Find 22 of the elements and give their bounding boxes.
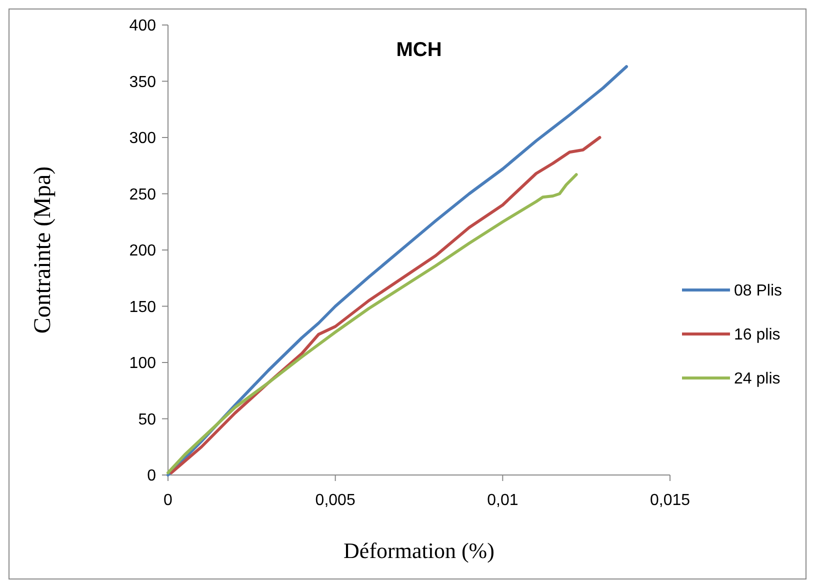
y-tick-label: 200 [129,242,156,260]
y-tick-label: 250 [129,186,156,204]
y-axis-title: Contrainte (Mpa) [30,166,56,334]
x-tick-label: 0,015 [650,492,690,509]
x-tick-label: 0,01 [487,492,518,509]
line-series [170,136,602,474]
line-series [166,173,578,474]
y-tick-label: 350 [129,74,156,91]
y-tick-label: 300 [129,130,156,148]
x-tick-label: 0,005 [315,492,356,509]
x-tick-label: 0 [164,492,173,509]
y-tick-label: 400 [129,18,156,35]
y-tick-label: 0 [147,468,156,485]
y-tick-label: 100 [129,355,156,372]
legend-label: 24 plis [734,370,780,388]
x-axis-title: Déformation (%) [344,538,494,563]
line-series [166,65,628,476]
y-tick-label: 150 [129,298,156,316]
legend-label: 16 plis [734,326,780,344]
legend-label: 08 Plis [734,282,782,300]
text: MCH [396,39,442,61]
y-tick-label: 50 [138,411,156,428]
